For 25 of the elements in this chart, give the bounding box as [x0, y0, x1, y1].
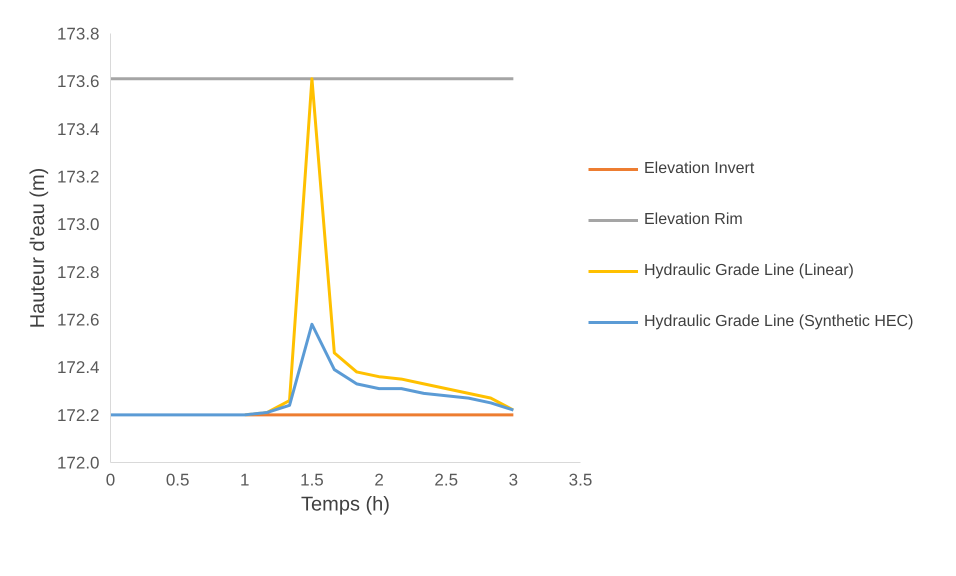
legend-label: Hydraulic Grade Line (Synthetic HEC)	[644, 313, 914, 331]
y-tick-label: 172.8	[56, 262, 100, 282]
x-tick-label: 3.5	[568, 470, 592, 490]
x-tick-label: 0.5	[166, 470, 190, 490]
x-axis-title: Temps (h)	[301, 494, 390, 516]
x-tick-label: 2.5	[434, 470, 458, 490]
y-tick-label: 173.8	[56, 24, 100, 44]
x-tick-label: 1	[240, 470, 250, 490]
legend-label: Hydraulic Grade Line (Linear)	[644, 262, 855, 280]
y-tick-label: 172.6	[56, 310, 100, 330]
y-tick-label: 173.0	[56, 215, 100, 234]
y-tick-label: 173.6	[56, 72, 100, 92]
legend-label: Elevation Rim	[644, 211, 744, 229]
x-tick-label: 2	[374, 470, 384, 490]
y-tick-label: 172.4	[56, 358, 100, 378]
legend-label: Elevation Invert	[644, 160, 756, 178]
line-series	[110, 322, 515, 416]
x-tick-label: 1.5	[300, 470, 324, 490]
y-tick-label: 172.2	[56, 406, 100, 425]
x-tick-label: 0	[106, 470, 116, 490]
y-tick-label: 172.0	[56, 454, 100, 472]
y-axis-title: Hauteur d'eau (m)	[26, 168, 49, 328]
y-tick-label: 173.2	[56, 168, 100, 186]
x-tick-label: 3	[508, 470, 518, 490]
y-tick-label: 173.4	[56, 120, 100, 139]
